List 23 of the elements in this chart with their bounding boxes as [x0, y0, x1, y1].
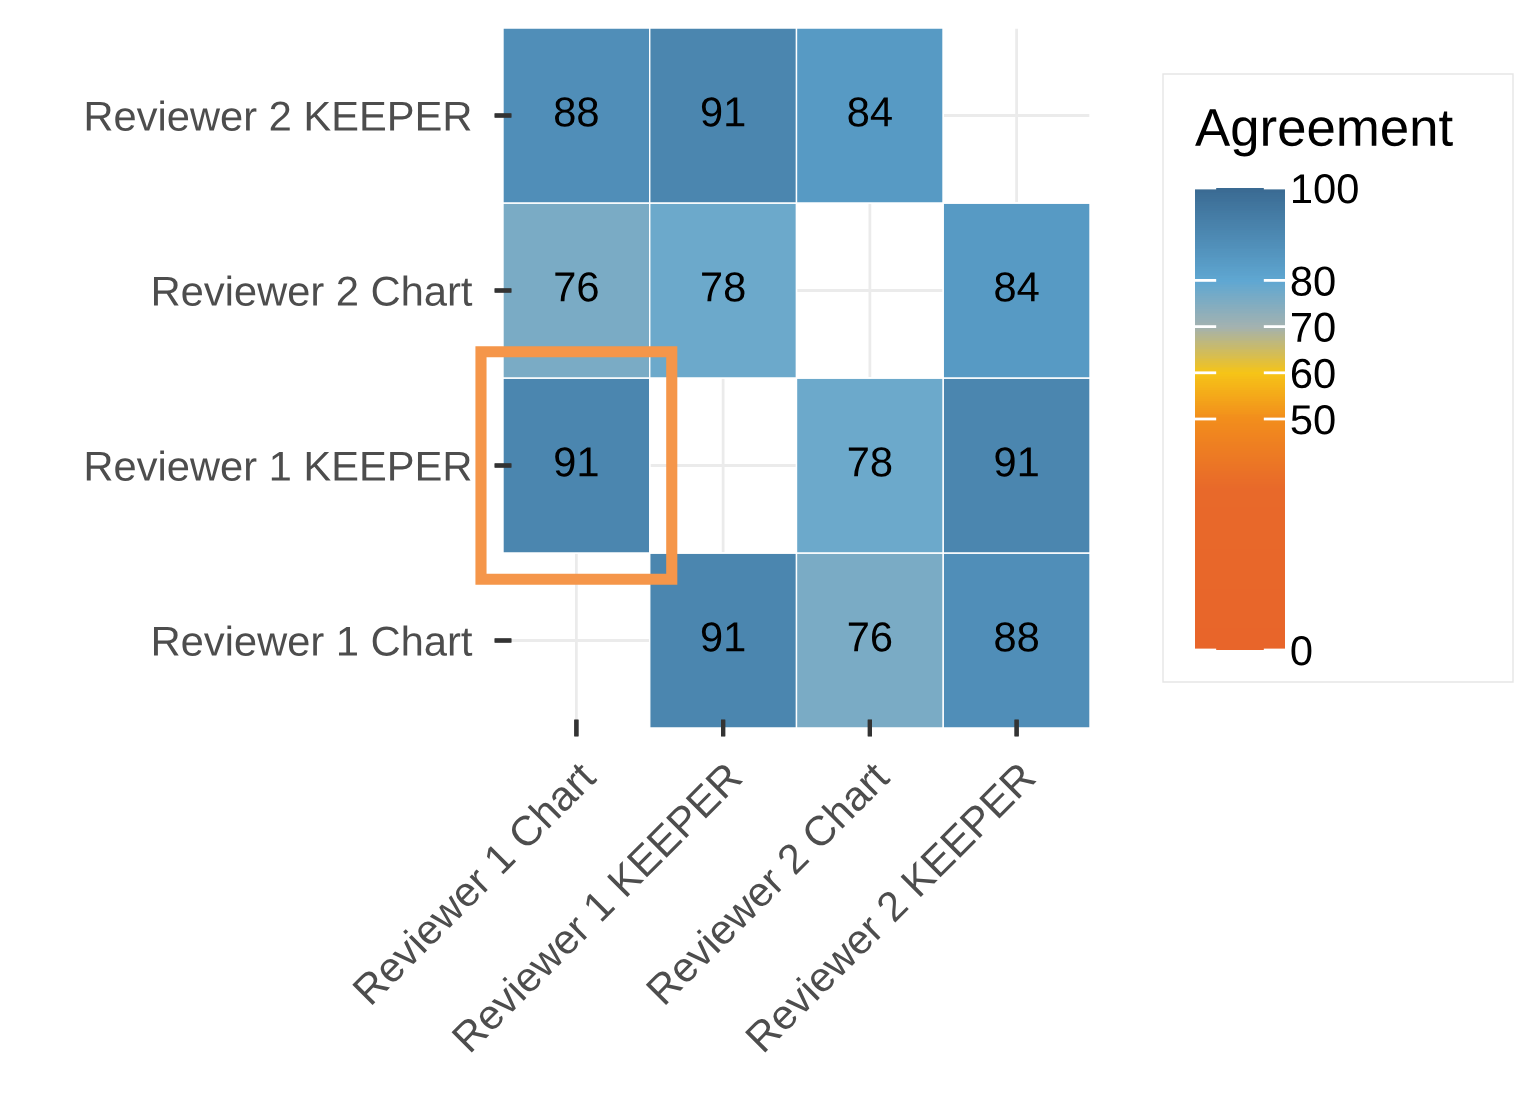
y-tick-label: Reviewer 2 KEEPER	[86, 100, 471, 132]
data-label: 76	[555, 272, 598, 302]
color-bar-label: 70	[1292, 312, 1335, 343]
color-bar-label: 60	[1291, 358, 1335, 389]
data-label: 91	[701, 97, 745, 127]
y-tick-label: Reviewer 1 KEEPER	[86, 450, 471, 482]
data-label: 91	[555, 447, 598, 477]
data-label: 91	[995, 447, 1038, 477]
y-tick-label: Reviewer 1 Chart	[154, 625, 473, 657]
y-tick-label: Reviewer 2 Chart	[154, 275, 473, 307]
data-label: 91	[701, 622, 745, 652]
data-label: 84	[995, 272, 1039, 302]
data-label: 78	[848, 447, 892, 477]
data-label: 88	[995, 622, 1038, 652]
color-bar-label: 100	[1293, 174, 1358, 204]
color-bar-label: 0	[1291, 636, 1312, 666]
color-bar-title: Agreement	[1195, 109, 1453, 157]
color-bar-label: 50	[1291, 405, 1335, 435]
data-label: 88	[555, 97, 598, 127]
color-bar-label: 80	[1291, 266, 1335, 296]
data-label: 76	[848, 622, 892, 652]
data-label: 84	[848, 97, 892, 127]
data-label: 78	[702, 272, 745, 302]
